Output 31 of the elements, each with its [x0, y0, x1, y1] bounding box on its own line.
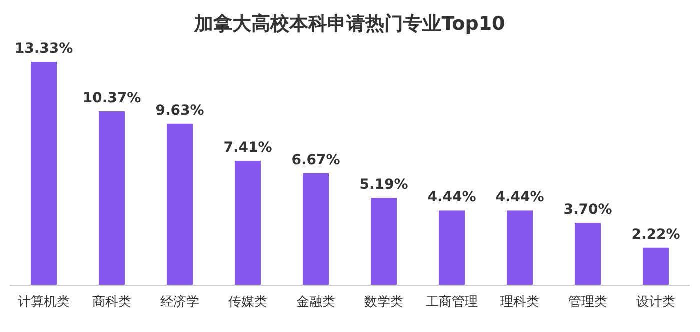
bar — [303, 173, 329, 285]
x-tick-label: 商科类 — [92, 295, 132, 310]
x-tick-label: 经济学 — [160, 295, 200, 310]
bar — [31, 62, 57, 285]
bar — [507, 210, 533, 285]
chart-title: 加拿大高校本科申请热门专业Top10 — [194, 13, 506, 35]
data-label: 9.63% — [156, 102, 204, 119]
data-label: 4.44% — [496, 190, 544, 206]
bar — [167, 124, 193, 285]
bar — [439, 210, 465, 285]
x-tick-label: 工商管理 — [426, 295, 478, 310]
bar — [235, 161, 261, 285]
x-tick-label: 金融类 — [296, 295, 336, 310]
x-tick-label: 数学类 — [364, 295, 404, 310]
data-label: 3.70% — [564, 202, 612, 218]
x-tick-label: 管理类 — [568, 295, 608, 310]
x-tick-label: 设计类 — [636, 295, 676, 310]
x-tick-label: 传媒类 — [228, 295, 268, 310]
bar — [643, 248, 669, 285]
bar — [99, 112, 125, 285]
data-label: 10.37% — [82, 90, 142, 107]
data-label: 13.33% — [14, 41, 74, 57]
bar — [575, 223, 601, 285]
data-label: 7.41% — [224, 140, 272, 156]
x-tick-label: 计算机类 — [18, 295, 70, 310]
bar — [371, 198, 397, 285]
data-label: 5.19% — [360, 177, 408, 194]
data-label: 2.22% — [632, 226, 680, 243]
data-label: 4.44% — [428, 190, 476, 206]
x-tick-label: 理科类 — [500, 295, 540, 310]
data-label: 6.67% — [292, 152, 340, 168]
